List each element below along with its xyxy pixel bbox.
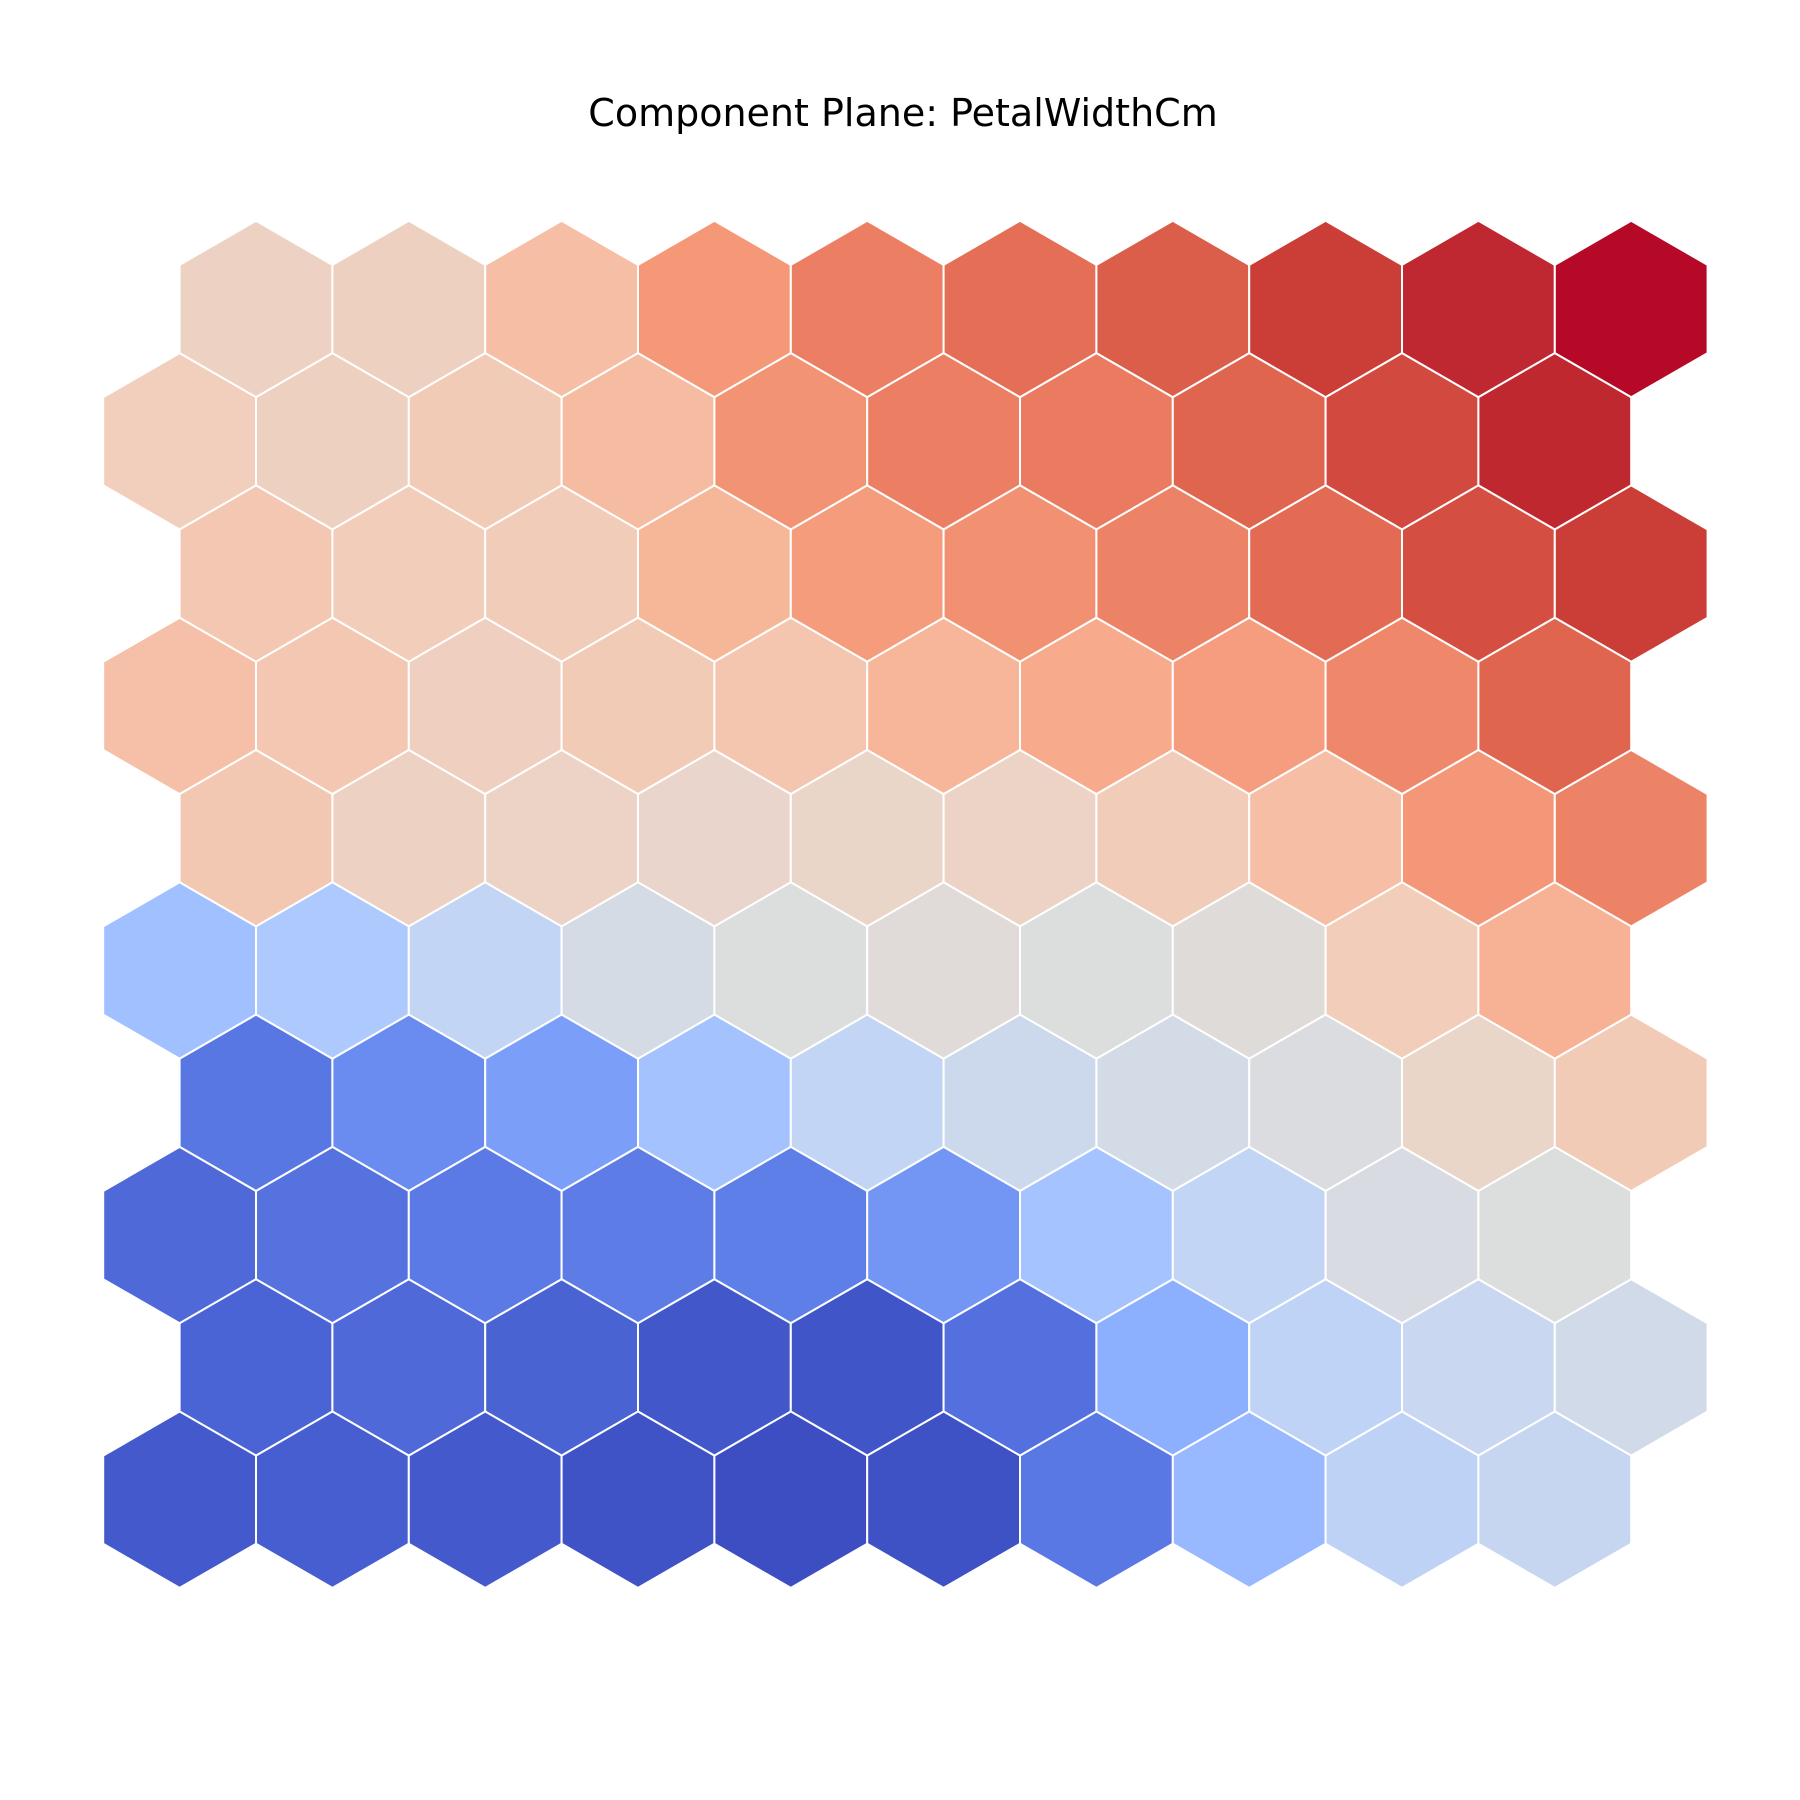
chart-title: Component Plane: PetalWidthCm <box>588 91 1217 135</box>
hex-cell-r9-c9 <box>1477 1410 1633 1590</box>
hex-grid <box>102 219 1709 1590</box>
